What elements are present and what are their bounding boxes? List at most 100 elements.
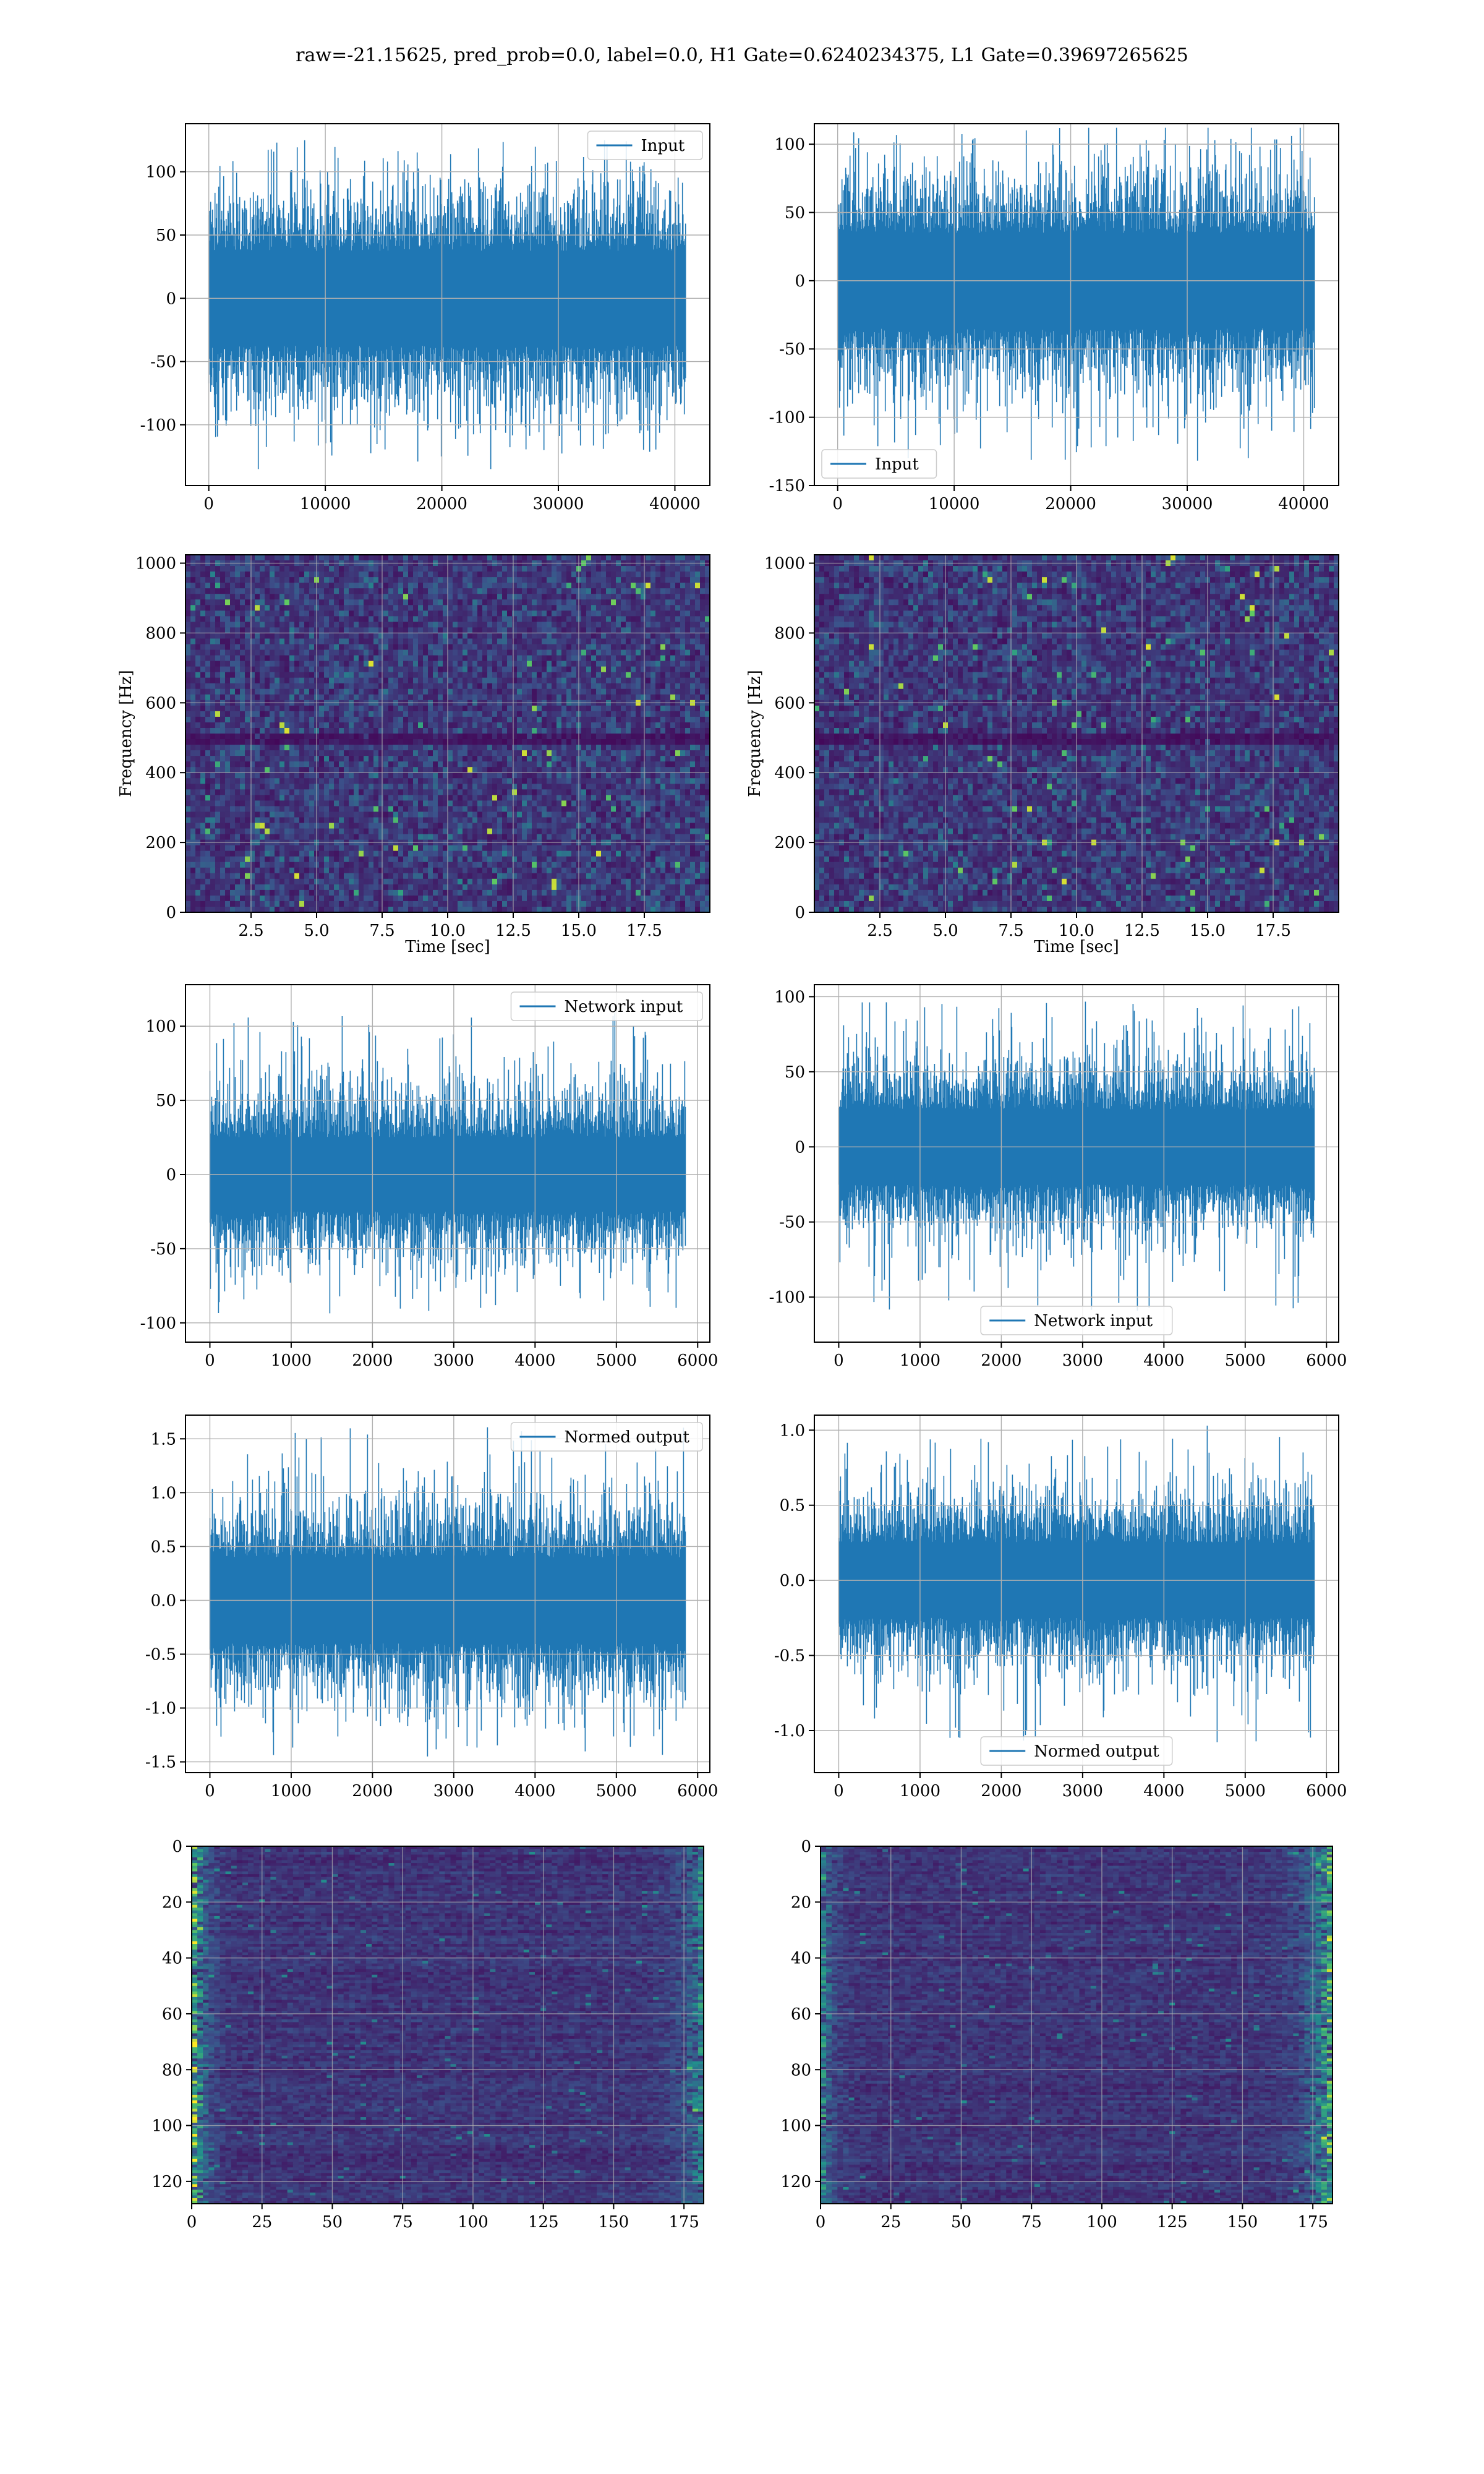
heatmap-cell bbox=[561, 722, 567, 729]
heatmap-cell bbox=[186, 627, 191, 634]
heatmap-cell bbox=[522, 711, 527, 717]
heatmap-cell bbox=[398, 599, 404, 606]
heatmap-cell bbox=[616, 633, 621, 640]
heatmap-cell bbox=[561, 773, 567, 779]
heatmap-cell bbox=[398, 683, 404, 690]
heatmap-cell bbox=[294, 571, 300, 578]
heatmap-cell bbox=[537, 773, 542, 779]
heatmap-cell bbox=[186, 739, 191, 745]
heatmap-cell bbox=[631, 594, 636, 600]
heatmap-cell bbox=[522, 588, 527, 594]
heatmap-cell bbox=[279, 661, 285, 667]
heatmap-cell bbox=[334, 649, 339, 656]
heatmap-cell bbox=[636, 649, 641, 656]
heatmap-cell bbox=[586, 583, 592, 589]
heatmap-cell bbox=[660, 566, 666, 572]
heatmap-cell bbox=[190, 622, 196, 628]
heatmap-cell bbox=[235, 588, 241, 594]
heatmap-cell bbox=[408, 800, 414, 807]
heatmap-cell bbox=[378, 806, 384, 813]
heatmap-cell bbox=[428, 727, 433, 734]
heatmap-cell bbox=[270, 756, 275, 762]
heatmap-cell bbox=[289, 633, 295, 640]
heatmap-cell bbox=[606, 767, 612, 773]
heatmap-cell bbox=[373, 800, 379, 807]
heatmap-cell bbox=[364, 577, 369, 583]
heatmap-cell bbox=[566, 571, 572, 578]
heatmap-cell bbox=[527, 655, 532, 662]
heatmap-cell bbox=[631, 599, 636, 606]
heatmap-cell bbox=[349, 734, 354, 740]
heatmap-cell bbox=[477, 806, 483, 813]
heatmap-cell bbox=[294, 610, 300, 617]
heatmap-cell bbox=[690, 789, 696, 795]
heatmap-cell bbox=[517, 711, 522, 717]
heatmap-cell bbox=[354, 806, 359, 813]
heatmap-cell bbox=[497, 583, 503, 589]
heatmap-cell bbox=[433, 583, 438, 589]
heatmap-cell bbox=[542, 594, 547, 600]
heatmap-cell bbox=[413, 622, 419, 628]
heatmap-cell bbox=[205, 655, 211, 662]
heatmap-cell bbox=[596, 605, 602, 611]
heatmap-cell bbox=[186, 616, 191, 622]
heatmap-cell bbox=[354, 610, 359, 617]
heatmap-cell bbox=[670, 800, 676, 807]
heatmap-cell bbox=[255, 756, 260, 762]
heatmap-cell bbox=[230, 734, 236, 740]
heatmap-cell bbox=[556, 806, 562, 813]
heatmap-cell bbox=[571, 784, 577, 790]
heatmap-cell bbox=[532, 683, 537, 690]
heatmap-cell bbox=[542, 722, 547, 729]
heatmap-cell bbox=[566, 588, 572, 594]
heatmap-cell bbox=[428, 610, 433, 617]
heatmap-cell bbox=[408, 588, 414, 594]
heatmap-cell bbox=[492, 705, 498, 712]
heatmap-cell bbox=[502, 722, 508, 729]
heatmap-cell bbox=[388, 627, 394, 634]
heatmap-cell bbox=[275, 745, 280, 751]
heatmap-cell bbox=[260, 767, 265, 773]
heatmap-cell bbox=[294, 555, 300, 561]
heatmap-cell bbox=[626, 800, 631, 807]
heatmap-cell bbox=[522, 633, 527, 640]
heatmap-cell bbox=[383, 594, 389, 600]
heatmap-cell bbox=[512, 577, 518, 583]
heatmap-cell bbox=[393, 745, 399, 751]
heatmap-cell bbox=[458, 644, 463, 651]
heatmap-cell bbox=[433, 745, 438, 751]
heatmap-cell bbox=[408, 594, 414, 600]
heatmap-cell bbox=[458, 627, 463, 634]
heatmap-cell bbox=[289, 627, 295, 634]
heatmap-cell bbox=[695, 789, 701, 795]
heatmap-cell bbox=[398, 694, 404, 701]
heatmap-cell bbox=[502, 705, 508, 712]
heatmap-cell bbox=[334, 610, 339, 617]
heatmap-cell bbox=[373, 616, 379, 622]
heatmap-cell bbox=[260, 555, 265, 561]
heatmap-cell bbox=[616, 727, 621, 734]
heatmap-cell bbox=[670, 566, 676, 572]
heatmap-cell bbox=[621, 677, 626, 684]
heatmap-cell bbox=[309, 722, 315, 729]
heatmap-cell bbox=[507, 767, 513, 773]
heatmap-cell bbox=[403, 661, 409, 667]
heatmap-cell bbox=[561, 627, 567, 634]
heatmap-cell bbox=[561, 649, 567, 656]
heatmap-cell bbox=[324, 616, 330, 622]
heatmap-cell bbox=[388, 773, 394, 779]
heatmap-cell bbox=[670, 778, 676, 784]
heatmap-cell bbox=[225, 610, 231, 617]
heatmap-cell bbox=[339, 773, 344, 779]
heatmap-cell bbox=[210, 633, 216, 640]
heatmap-cell bbox=[443, 778, 448, 784]
heatmap-cell bbox=[245, 761, 250, 768]
heatmap-cell bbox=[255, 784, 260, 790]
heatmap-cell bbox=[660, 711, 666, 717]
heatmap-cell bbox=[309, 649, 315, 656]
heatmap-cell bbox=[230, 745, 236, 751]
heatmap-cell bbox=[369, 795, 374, 801]
heatmap-cell bbox=[195, 555, 201, 561]
heatmap-cell bbox=[472, 594, 478, 600]
heatmap-cell bbox=[596, 677, 602, 684]
